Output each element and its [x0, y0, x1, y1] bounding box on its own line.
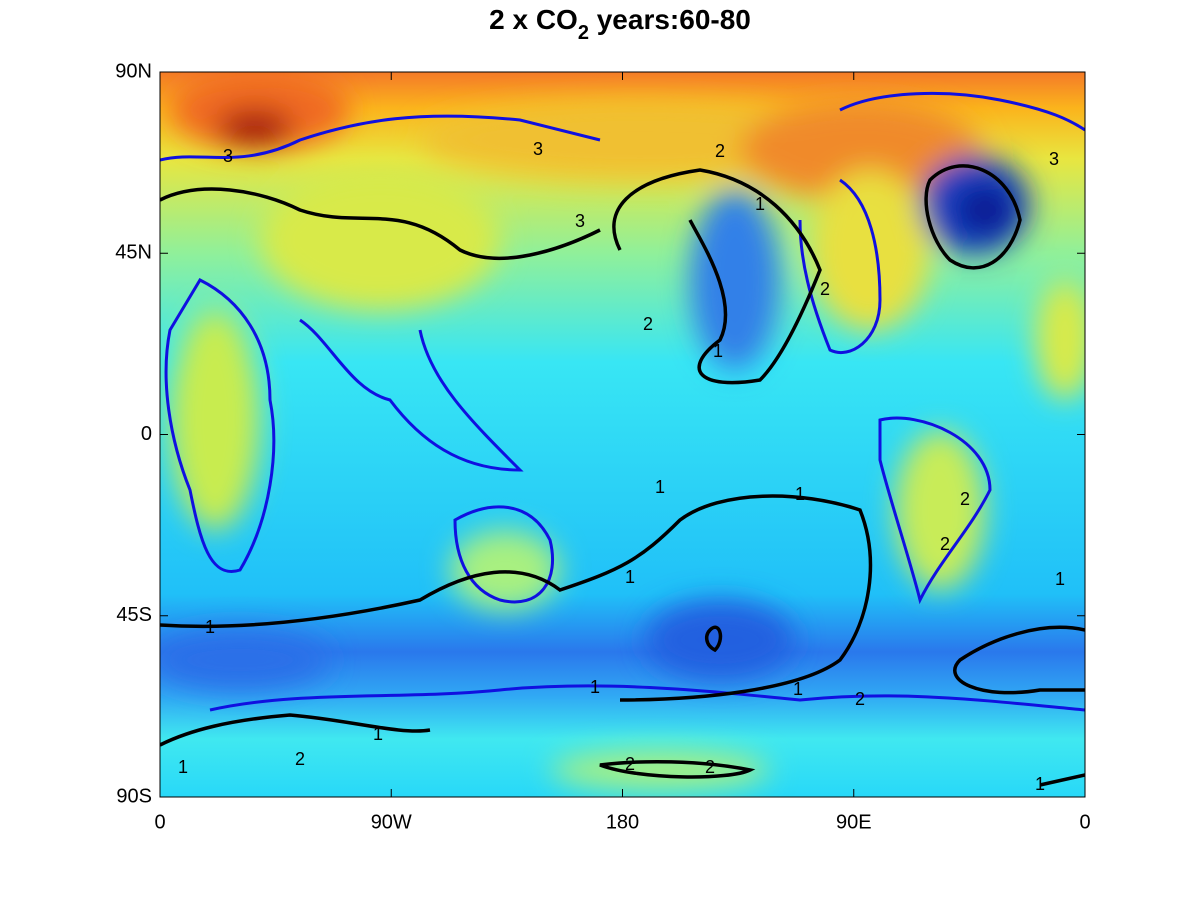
- y-tick-label: 0: [141, 423, 152, 445]
- contour-label: 3: [575, 211, 585, 231]
- contour-label: 3: [533, 139, 543, 159]
- x-tick-label: 180: [606, 811, 639, 833]
- contour-label: 1: [205, 617, 215, 637]
- contour-label: 3: [223, 146, 233, 166]
- y-tick-label: 90S: [116, 785, 152, 807]
- contour-label: 2: [940, 534, 950, 554]
- x-tick-label: 0: [154, 811, 165, 833]
- contour-label: 1: [625, 567, 635, 587]
- contour-label: 1: [590, 677, 600, 697]
- x-tick-label: 90E: [836, 811, 872, 833]
- chart-title: 2 x CO2 years:60-80: [489, 4, 751, 44]
- contour-label: 2: [960, 489, 970, 509]
- contour-label: 2: [705, 757, 715, 777]
- contour-label: 1: [178, 757, 188, 777]
- contour-label: 1: [793, 679, 803, 699]
- contour-label: 2: [643, 314, 653, 334]
- contour-label: 1: [1055, 569, 1065, 589]
- contour-label: 3: [1049, 149, 1059, 169]
- contour-label: 2: [855, 689, 865, 709]
- contour-label: 1: [373, 724, 383, 744]
- contour-label: 2: [715, 141, 725, 161]
- x-tick-label: 90W: [371, 811, 412, 833]
- contour-label: 1: [1035, 774, 1045, 794]
- contour-label: 2: [820, 279, 830, 299]
- field: [160, 72, 1085, 797]
- title-subscript: 2: [578, 22, 589, 44]
- contour-label: 1: [795, 484, 805, 504]
- title-text: 2 x CO: [489, 4, 578, 35]
- x-tick-label: 0: [1079, 811, 1090, 833]
- title-text: years:60-80: [589, 4, 751, 35]
- y-tick-label: 90N: [115, 60, 152, 82]
- contour-label: 2: [295, 749, 305, 769]
- contour-label: 2: [625, 754, 635, 774]
- contour-label: 1: [655, 477, 665, 497]
- y-tick-label: 45S: [116, 604, 152, 626]
- contour-label: 1: [713, 341, 723, 361]
- y-tick-label: 45N: [115, 242, 152, 264]
- contour-label: 1: [755, 194, 765, 214]
